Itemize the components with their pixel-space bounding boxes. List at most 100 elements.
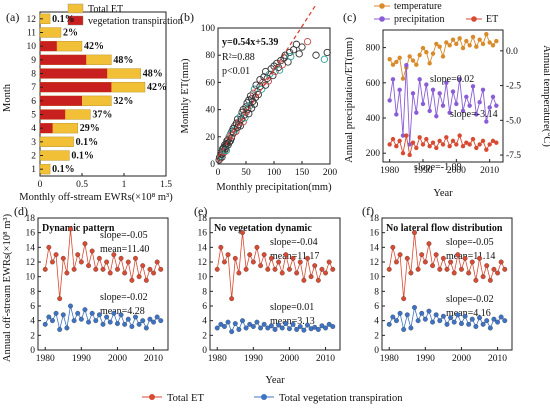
series-point-Total ET bbox=[451, 270, 457, 276]
series-point-ET bbox=[444, 135, 449, 140]
bar-veg-transpiration bbox=[40, 82, 112, 93]
series-point-precipitation bbox=[460, 108, 466, 114]
series-point-temperature bbox=[447, 43, 452, 48]
series-point-Total ET bbox=[283, 252, 289, 258]
series-point-Total ET bbox=[93, 266, 99, 272]
series-point-temperature bbox=[450, 37, 456, 42]
series-point-Total ET bbox=[147, 266, 153, 272]
scatter-point bbox=[249, 89, 257, 97]
series-point-ET bbox=[480, 138, 486, 144]
y-tick-label: 6 bbox=[374, 302, 379, 312]
series-point-Total ET bbox=[232, 255, 238, 261]
bar-total-et bbox=[39, 150, 70, 161]
series-point-Total ET bbox=[408, 270, 414, 276]
series-point-Total ET bbox=[154, 259, 160, 265]
series-point-Total ET bbox=[305, 255, 310, 261]
x-tick-label: 1980 bbox=[380, 166, 399, 176]
series-point-Total ET bbox=[326, 259, 332, 265]
scatter-point bbox=[312, 51, 320, 59]
series-point-Total ET bbox=[104, 259, 110, 265]
series-point-temperature bbox=[484, 31, 489, 37]
x-tick-label: 1990 bbox=[414, 166, 433, 176]
panel-b-x-title: Monthly precipitation(mm) bbox=[216, 182, 332, 193]
series-point-Total vegetation transpiration bbox=[107, 319, 113, 325]
series-point-precipitation bbox=[420, 101, 426, 107]
x-tick-label: 50 bbox=[241, 168, 251, 178]
y-tick-label: 8 bbox=[202, 287, 207, 297]
panel-e-et-mean: mean=11.17 bbox=[270, 251, 319, 262]
bottom-y-title: Annual off-stream EWRs(×10⁸ m³) bbox=[2, 213, 13, 362]
series-point-Total vegetation transpiration bbox=[458, 321, 464, 327]
x-tick-label: 200 bbox=[323, 168, 338, 178]
series-point-Total ET bbox=[57, 296, 63, 302]
panel-c-legend: temperature precipitation ET bbox=[374, 1, 498, 25]
x-tick-label: 1.5 bbox=[160, 180, 172, 190]
series-point-ET bbox=[390, 136, 396, 142]
series-point-ET bbox=[404, 133, 409, 138]
series-point-temperature bbox=[437, 44, 442, 49]
y-tick-label: 0 bbox=[374, 346, 379, 356]
series-point-precipitation bbox=[480, 87, 486, 93]
series-point-ET bbox=[440, 142, 446, 147]
panel-a: (a) Total ET vegetation transpiration 0.… bbox=[2, 3, 183, 203]
series-point-Total ET bbox=[415, 266, 421, 272]
series-point-Total ET bbox=[286, 266, 292, 272]
series-point-Total vegetation transpiration bbox=[118, 312, 124, 318]
scatter-point bbox=[254, 90, 262, 99]
series-point-Total vegetation transpiration bbox=[129, 324, 135, 329]
y-tick-label: 14 bbox=[26, 243, 36, 253]
series-point-Total vegetation transpiration bbox=[286, 326, 292, 332]
series-point-precipitation bbox=[430, 87, 436, 93]
series-point-Total vegetation transpiration bbox=[214, 325, 220, 331]
series-point-temperature bbox=[460, 45, 466, 51]
series-point-ET bbox=[397, 138, 402, 144]
series-point-temperature bbox=[457, 36, 462, 41]
series-point-ET bbox=[420, 142, 426, 147]
series-point-ET bbox=[460, 143, 466, 149]
y-tick-label: 0 bbox=[202, 346, 207, 356]
y-tick-label: 2 bbox=[31, 152, 36, 162]
series-point-ET bbox=[414, 145, 419, 151]
series-point-precipitation bbox=[474, 112, 479, 117]
x-tick-label: 1990 bbox=[416, 354, 435, 364]
panel-c-slope-temperature: slope=0.02 bbox=[430, 74, 474, 85]
panel-e-plot: 1980 1990 2000 2010 0 2 4 6 8 10 12 14 16 18 bbox=[198, 214, 336, 364]
series-point-Total vegetation transpiration bbox=[487, 325, 493, 331]
panel-b-r2: R²=0.88 bbox=[222, 52, 255, 63]
series-point-temperature bbox=[407, 54, 412, 59]
series-point-temperature bbox=[470, 34, 476, 40]
scatter-point bbox=[320, 55, 329, 63]
series-point-Total ET bbox=[107, 270, 113, 276]
series-point-ET bbox=[494, 140, 499, 145]
series-point-Total vegetation transpiration bbox=[104, 314, 110, 320]
panel-b: (b) y=0.54x+5.39 R²=0.88 p<0.01 0 50 100 15… bbox=[180, 4, 338, 193]
series-point-ET bbox=[464, 140, 469, 145]
series-point-Total ET bbox=[151, 270, 157, 276]
panel-e-vt-slope: slope=0.01 bbox=[270, 302, 314, 313]
series-point-Total vegetation transpiration bbox=[305, 322, 310, 328]
series-point-Total vegetation transpiration bbox=[96, 312, 102, 318]
bottom-x-title: Year bbox=[265, 375, 285, 386]
series-point-Total vegetation transpiration bbox=[250, 324, 256, 329]
panel-f-vt-mean: mean=4.16 bbox=[446, 308, 491, 319]
series-point-Total ET bbox=[440, 255, 446, 261]
panel-e-vt-mean: mean=3.13 bbox=[270, 316, 315, 327]
series-point-Total vegetation transpiration bbox=[283, 321, 289, 327]
series-point-temperature bbox=[474, 44, 479, 49]
panel-a-y-title: Month bbox=[2, 83, 13, 112]
panel-b-p: p<0.01 bbox=[222, 66, 250, 77]
panel-c-y-title-left: Annual precipitation/ET(mm) bbox=[344, 37, 355, 163]
y-tick-label: 4 bbox=[31, 124, 36, 134]
series-point-Total ET bbox=[480, 274, 486, 280]
y-tick-label-left: 800 bbox=[366, 44, 381, 54]
scatter-point bbox=[287, 52, 295, 61]
series-point-Total ET bbox=[393, 259, 399, 265]
series-point-ET bbox=[467, 142, 472, 147]
panel-c-lines bbox=[387, 31, 499, 158]
series-point-temperature bbox=[394, 59, 399, 65]
series-point-temperature bbox=[387, 56, 392, 62]
y-tick-label: 8 bbox=[30, 287, 35, 297]
series-point-Total vegetation transpiration bbox=[419, 310, 425, 316]
series-point-Total vegetation transpiration bbox=[82, 307, 88, 313]
y-tick-label: 40 bbox=[206, 106, 216, 116]
